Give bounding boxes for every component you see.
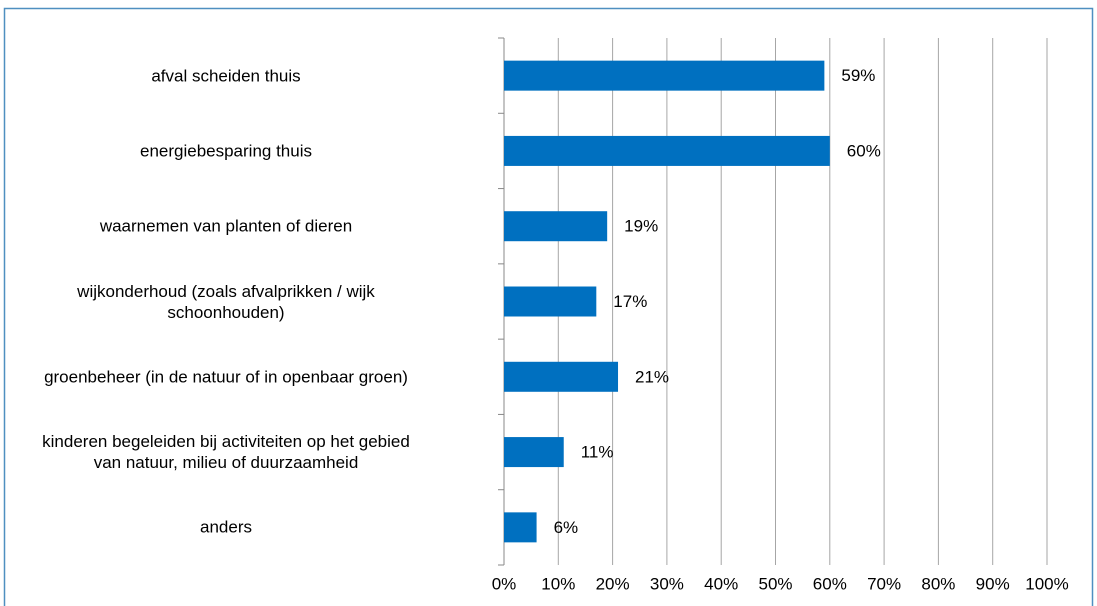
x-tick-label: 0% xyxy=(492,574,517,593)
value-label: 21% xyxy=(635,367,669,386)
bar xyxy=(504,286,597,317)
value-label: 11% xyxy=(581,443,614,462)
bar xyxy=(504,211,608,242)
value-label: 6% xyxy=(554,518,579,537)
chart-frame xyxy=(3,7,1094,606)
category-label: energiebesparing thuis xyxy=(139,141,312,161)
bar xyxy=(504,135,830,166)
x-tick-label: 60% xyxy=(813,574,847,593)
bar xyxy=(504,60,825,91)
category-label: waarnemen van planten of dieren xyxy=(99,216,353,236)
category-label: kinderen begeleiden bij activiteiten op … xyxy=(42,432,410,473)
x-tick-label: 10% xyxy=(541,574,575,593)
bar xyxy=(504,512,537,543)
category-label: groenbeheer (in de natuur of in openbaar… xyxy=(44,367,408,387)
value-label: 60% xyxy=(847,141,881,160)
x-tick-label: 90% xyxy=(976,574,1010,593)
bar xyxy=(504,361,619,392)
x-tick-label: 50% xyxy=(758,574,792,593)
x-tick-label: 70% xyxy=(867,574,901,593)
bar xyxy=(504,437,564,468)
category-label: anders xyxy=(200,517,252,537)
x-tick-label: 30% xyxy=(650,574,684,593)
value-label: 17% xyxy=(613,292,647,311)
value-label: 19% xyxy=(624,217,658,236)
x-tick-label: 80% xyxy=(921,574,955,593)
category-label: afval scheiden thuis xyxy=(151,66,301,86)
x-tick-label: 20% xyxy=(596,574,630,593)
category-label: wijkonderhoud (zoals afvalprikken / wijk… xyxy=(77,281,375,322)
x-tick-label: 40% xyxy=(704,574,738,593)
value-label: 59% xyxy=(841,66,875,85)
x-tick-label: 100% xyxy=(1025,574,1068,593)
